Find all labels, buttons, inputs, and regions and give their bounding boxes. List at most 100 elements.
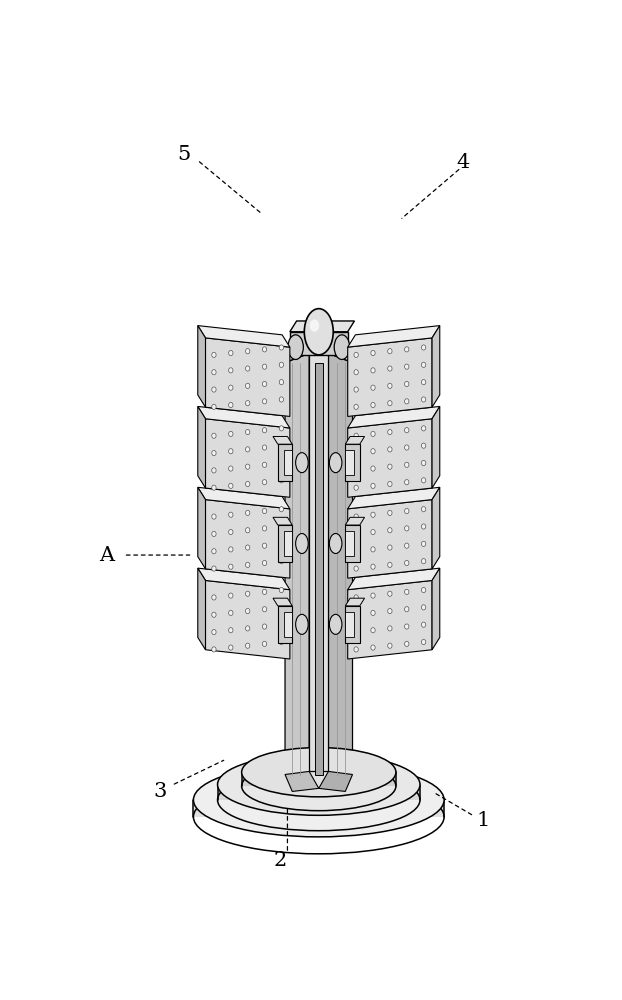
Ellipse shape	[371, 466, 375, 471]
Ellipse shape	[354, 549, 358, 554]
Ellipse shape	[371, 564, 375, 569]
Ellipse shape	[262, 445, 267, 450]
Ellipse shape	[211, 531, 216, 537]
Ellipse shape	[388, 591, 392, 596]
Ellipse shape	[354, 468, 358, 473]
Ellipse shape	[262, 480, 267, 485]
Ellipse shape	[388, 626, 392, 631]
Ellipse shape	[211, 404, 216, 409]
Ellipse shape	[354, 404, 358, 409]
Ellipse shape	[422, 541, 426, 546]
Ellipse shape	[246, 528, 250, 533]
Ellipse shape	[211, 485, 216, 490]
Ellipse shape	[404, 508, 409, 514]
Polygon shape	[432, 568, 440, 650]
Ellipse shape	[288, 335, 304, 359]
Ellipse shape	[388, 447, 392, 452]
Ellipse shape	[246, 591, 250, 596]
Ellipse shape	[371, 483, 375, 488]
Ellipse shape	[371, 449, 375, 454]
Ellipse shape	[241, 748, 396, 797]
Ellipse shape	[229, 547, 233, 552]
Ellipse shape	[404, 347, 409, 352]
Text: 1: 1	[476, 811, 490, 830]
Polygon shape	[348, 580, 432, 659]
Ellipse shape	[279, 541, 284, 546]
Ellipse shape	[388, 366, 392, 371]
Ellipse shape	[211, 595, 216, 600]
Polygon shape	[345, 598, 364, 606]
Ellipse shape	[279, 362, 284, 367]
Ellipse shape	[229, 564, 233, 569]
Ellipse shape	[422, 443, 426, 448]
Ellipse shape	[371, 431, 375, 436]
Ellipse shape	[218, 754, 420, 815]
Ellipse shape	[229, 368, 233, 373]
Ellipse shape	[279, 559, 284, 564]
Ellipse shape	[354, 629, 358, 635]
Ellipse shape	[388, 429, 392, 435]
Polygon shape	[285, 771, 319, 791]
Ellipse shape	[354, 450, 358, 456]
Ellipse shape	[262, 607, 267, 612]
Ellipse shape	[246, 401, 250, 406]
Ellipse shape	[246, 626, 250, 631]
Ellipse shape	[371, 529, 375, 535]
Ellipse shape	[422, 380, 426, 385]
Ellipse shape	[330, 453, 342, 473]
Ellipse shape	[262, 543, 267, 548]
Ellipse shape	[422, 426, 426, 431]
Ellipse shape	[422, 345, 426, 350]
Ellipse shape	[371, 610, 375, 616]
Ellipse shape	[422, 397, 426, 402]
Ellipse shape	[371, 368, 375, 373]
Polygon shape	[432, 406, 440, 488]
Ellipse shape	[246, 643, 250, 648]
Ellipse shape	[388, 608, 392, 614]
Polygon shape	[218, 785, 420, 800]
Ellipse shape	[404, 381, 409, 387]
Polygon shape	[348, 487, 440, 509]
Ellipse shape	[422, 478, 426, 483]
Polygon shape	[348, 406, 440, 428]
Polygon shape	[241, 772, 396, 786]
Ellipse shape	[422, 559, 426, 564]
Ellipse shape	[310, 319, 319, 332]
Polygon shape	[315, 363, 323, 774]
Ellipse shape	[388, 401, 392, 406]
Text: 4: 4	[457, 153, 470, 172]
Ellipse shape	[388, 562, 392, 567]
Ellipse shape	[262, 589, 267, 594]
Ellipse shape	[422, 622, 426, 627]
Ellipse shape	[279, 397, 284, 402]
Polygon shape	[348, 500, 432, 578]
Ellipse shape	[354, 387, 358, 392]
Polygon shape	[345, 450, 354, 475]
Ellipse shape	[354, 514, 358, 519]
Ellipse shape	[304, 309, 333, 355]
Polygon shape	[198, 568, 290, 590]
Polygon shape	[345, 436, 364, 444]
Ellipse shape	[330, 614, 342, 634]
Ellipse shape	[354, 647, 358, 652]
Polygon shape	[278, 606, 292, 643]
Polygon shape	[309, 353, 328, 771]
Polygon shape	[284, 450, 292, 475]
Ellipse shape	[422, 587, 426, 593]
Ellipse shape	[246, 447, 250, 452]
Ellipse shape	[246, 608, 250, 614]
Ellipse shape	[404, 428, 409, 433]
Ellipse shape	[404, 364, 409, 369]
Ellipse shape	[211, 468, 216, 473]
Polygon shape	[290, 321, 355, 332]
Ellipse shape	[211, 514, 216, 519]
Polygon shape	[278, 444, 292, 481]
Ellipse shape	[354, 595, 358, 600]
Ellipse shape	[422, 639, 426, 645]
Ellipse shape	[246, 429, 250, 435]
Ellipse shape	[354, 612, 358, 617]
Ellipse shape	[211, 387, 216, 392]
Polygon shape	[345, 606, 360, 643]
Ellipse shape	[330, 533, 342, 554]
Ellipse shape	[211, 566, 216, 571]
